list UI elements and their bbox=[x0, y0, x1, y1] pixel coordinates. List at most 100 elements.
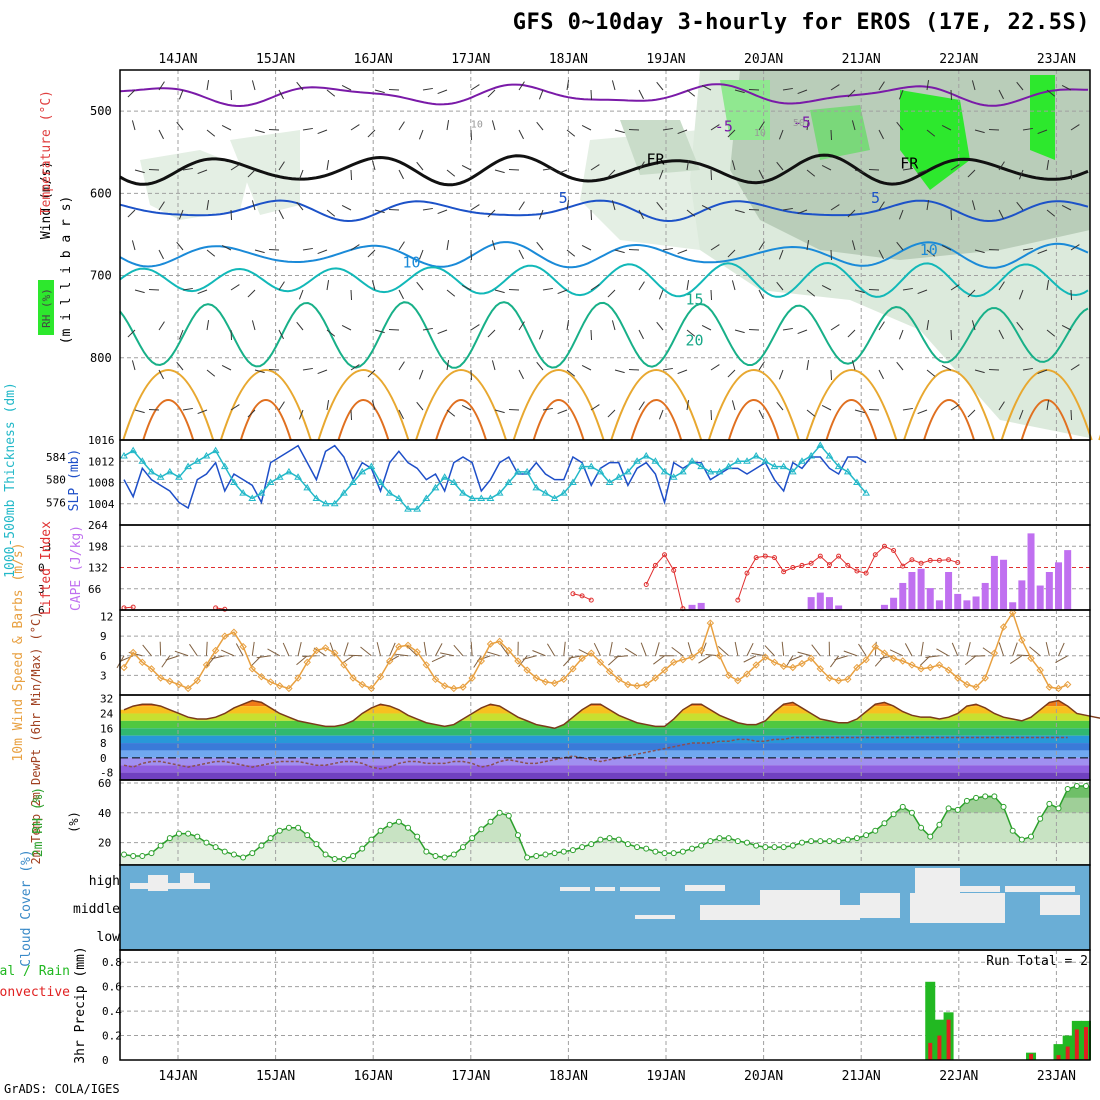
rh-marker bbox=[652, 848, 659, 855]
wind-tick-label: 6 bbox=[100, 650, 107, 663]
wind-barb bbox=[868, 168, 880, 171]
wind-marker bbox=[578, 654, 586, 663]
rh-marker bbox=[771, 844, 778, 851]
cape-bar bbox=[1036, 585, 1044, 610]
thickness-tick-label: 576 bbox=[46, 496, 66, 509]
wind-barb bbox=[131, 240, 136, 251]
wind-barb bbox=[158, 249, 164, 260]
wind-barb bbox=[1016, 201, 1024, 211]
wind-marker bbox=[266, 678, 275, 686]
wind-barb bbox=[821, 285, 832, 291]
rh-marker bbox=[716, 835, 723, 842]
wind-marker bbox=[862, 655, 870, 664]
wind-marker bbox=[257, 672, 266, 681]
rh-marker bbox=[514, 832, 521, 839]
cape-bar bbox=[1027, 533, 1035, 610]
wind-barb bbox=[1046, 329, 1056, 337]
axis-label-precip: 3hr Precip (mm) bbox=[73, 946, 88, 1063]
lifted-marker bbox=[900, 563, 906, 569]
lifted-marker bbox=[790, 565, 796, 570]
temp-band bbox=[120, 750, 1090, 758]
wind-barb bbox=[878, 249, 884, 260]
slp-marker bbox=[532, 483, 541, 491]
lifted-marker bbox=[955, 560, 961, 566]
wind-barb bbox=[640, 642, 647, 656]
wind-marker bbox=[376, 672, 385, 681]
lifted-line bbox=[645, 553, 684, 609]
wind-barb bbox=[134, 409, 145, 414]
wind-barb bbox=[613, 655, 628, 658]
temp-band bbox=[120, 743, 1090, 751]
wind-barb bbox=[127, 329, 136, 338]
wind-barb bbox=[435, 643, 443, 657]
wind-marker bbox=[129, 648, 137, 657]
wind-barb bbox=[367, 129, 376, 138]
wind-barb bbox=[486, 651, 500, 657]
wind-barb bbox=[418, 129, 424, 140]
wind-barb bbox=[388, 328, 400, 331]
wind-barb bbox=[607, 169, 616, 178]
slp-marker bbox=[404, 505, 412, 512]
wind-barb bbox=[638, 281, 645, 291]
wind-barb bbox=[230, 89, 233, 101]
wind-barb bbox=[416, 401, 424, 411]
wind-barb bbox=[590, 329, 593, 341]
wind-barb bbox=[491, 120, 496, 131]
slp-marker bbox=[853, 478, 861, 485]
wind-marker bbox=[743, 670, 751, 678]
rh-marker bbox=[331, 856, 338, 863]
lifted-tick-label: 0 bbox=[38, 562, 45, 575]
wind-barb bbox=[1070, 169, 1073, 181]
rh-marker bbox=[1009, 827, 1016, 834]
wind-barb bbox=[254, 129, 265, 134]
cape-tick-label: 66 bbox=[88, 583, 101, 596]
wind-barb bbox=[326, 160, 330, 171]
wind-barb bbox=[148, 408, 160, 411]
wind-marker bbox=[834, 676, 843, 685]
rh-marker bbox=[661, 850, 668, 857]
slp-marker bbox=[266, 478, 275, 485]
wind-barb bbox=[388, 208, 400, 211]
slp-marker bbox=[523, 467, 532, 475]
wind-barb bbox=[731, 280, 736, 291]
rh-marker bbox=[615, 836, 622, 843]
slp-marker bbox=[175, 473, 183, 480]
slp-marker bbox=[294, 473, 302, 480]
axis-label-wind: Wind (m/s) bbox=[39, 161, 54, 239]
wind-marker bbox=[596, 658, 605, 667]
lifted-tick-label: 3 bbox=[38, 583, 45, 596]
wind-barb bbox=[461, 285, 472, 291]
wind-barb bbox=[614, 129, 625, 134]
cape-bar bbox=[825, 597, 833, 610]
wind-barb bbox=[731, 160, 736, 171]
wind-barb bbox=[898, 209, 904, 220]
wind-barb bbox=[453, 644, 464, 657]
wind-barb bbox=[220, 649, 235, 657]
wind-barb bbox=[251, 641, 255, 656]
rh-band bbox=[120, 842, 1090, 865]
wind-barb bbox=[487, 89, 496, 98]
rh-marker bbox=[881, 820, 888, 827]
wind-barb bbox=[854, 169, 865, 174]
wind-barb bbox=[557, 409, 568, 415]
wind-barb bbox=[830, 129, 833, 141]
wind-barb bbox=[974, 249, 985, 254]
wind-barb bbox=[806, 409, 816, 417]
lifted-marker bbox=[762, 553, 768, 559]
rh-marker bbox=[276, 827, 283, 834]
slp-marker bbox=[761, 457, 770, 464]
wind-barb bbox=[437, 209, 448, 215]
wind-barb bbox=[1061, 325, 1072, 331]
cloud-fill bbox=[635, 915, 675, 919]
wind-barb bbox=[653, 655, 665, 665]
precip-tick-label: 0.4 bbox=[102, 1005, 122, 1018]
wind-marker bbox=[468, 674, 476, 682]
wind-barb bbox=[727, 129, 736, 138]
rh-marker bbox=[725, 835, 732, 842]
wind-barb bbox=[230, 209, 233, 221]
rh-marker bbox=[698, 842, 705, 849]
wind-barb bbox=[360, 646, 372, 657]
slp-marker bbox=[477, 494, 486, 501]
wind-marker bbox=[670, 658, 678, 667]
wind-marker bbox=[1027, 654, 1035, 663]
